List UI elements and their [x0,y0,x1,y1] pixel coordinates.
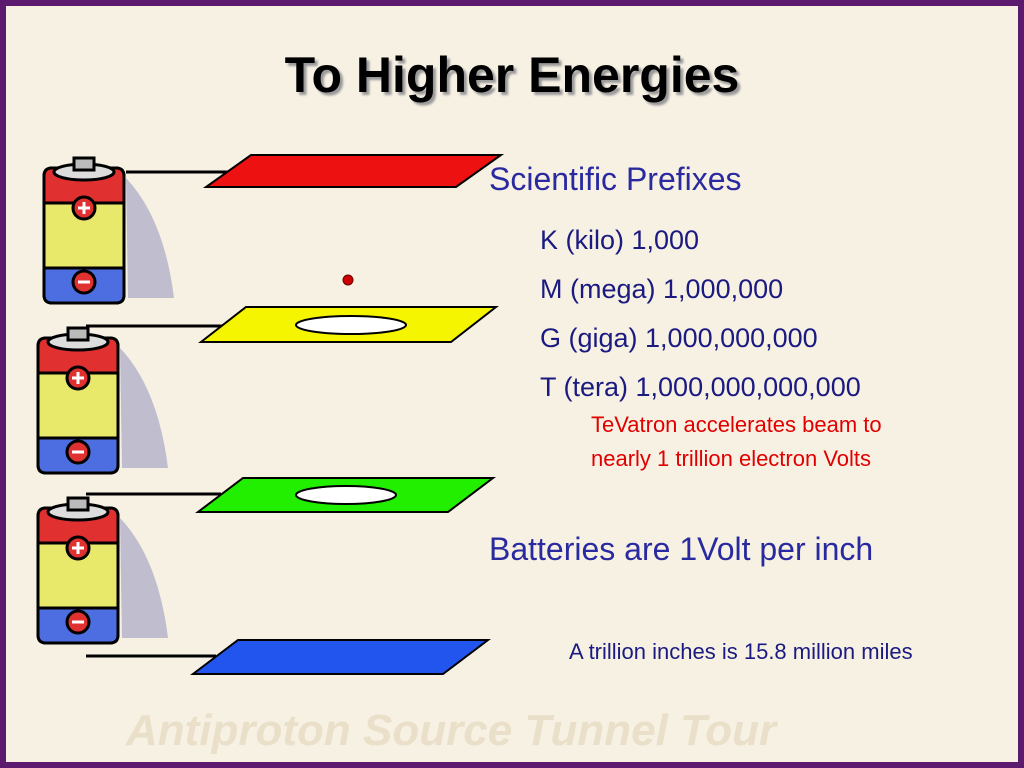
note-line: nearly 1 trillion electron Volts [591,446,872,471]
heading: Scientific Prefixes [489,161,742,197]
prefix: T (tera) 1,000,000,000,000 [540,372,861,402]
batteries-text: Batteries are 1Volt per inch [489,531,874,567]
slide-title: To Higher Energies [284,47,740,103]
prefix: M (mega) 1,000,000 [540,274,784,304]
prefix-list: K (kilo) 1,000 M (mega) 1,000,000 G (gig… [540,216,861,412]
footnote: A trillion inches is 15.8 million miles [569,639,913,664]
prefix: K (kilo) 1,000 [540,225,700,255]
diagram [36,154,505,675]
note: TeVatron accelerates beam to nearly 1 tr… [591,408,882,476]
watermark: Antiproton Source Tunnel Tour [126,706,777,755]
prefix: G (giga) 1,000,000,000 [540,323,818,353]
note-line: TeVatron accelerates beam to [591,412,882,437]
